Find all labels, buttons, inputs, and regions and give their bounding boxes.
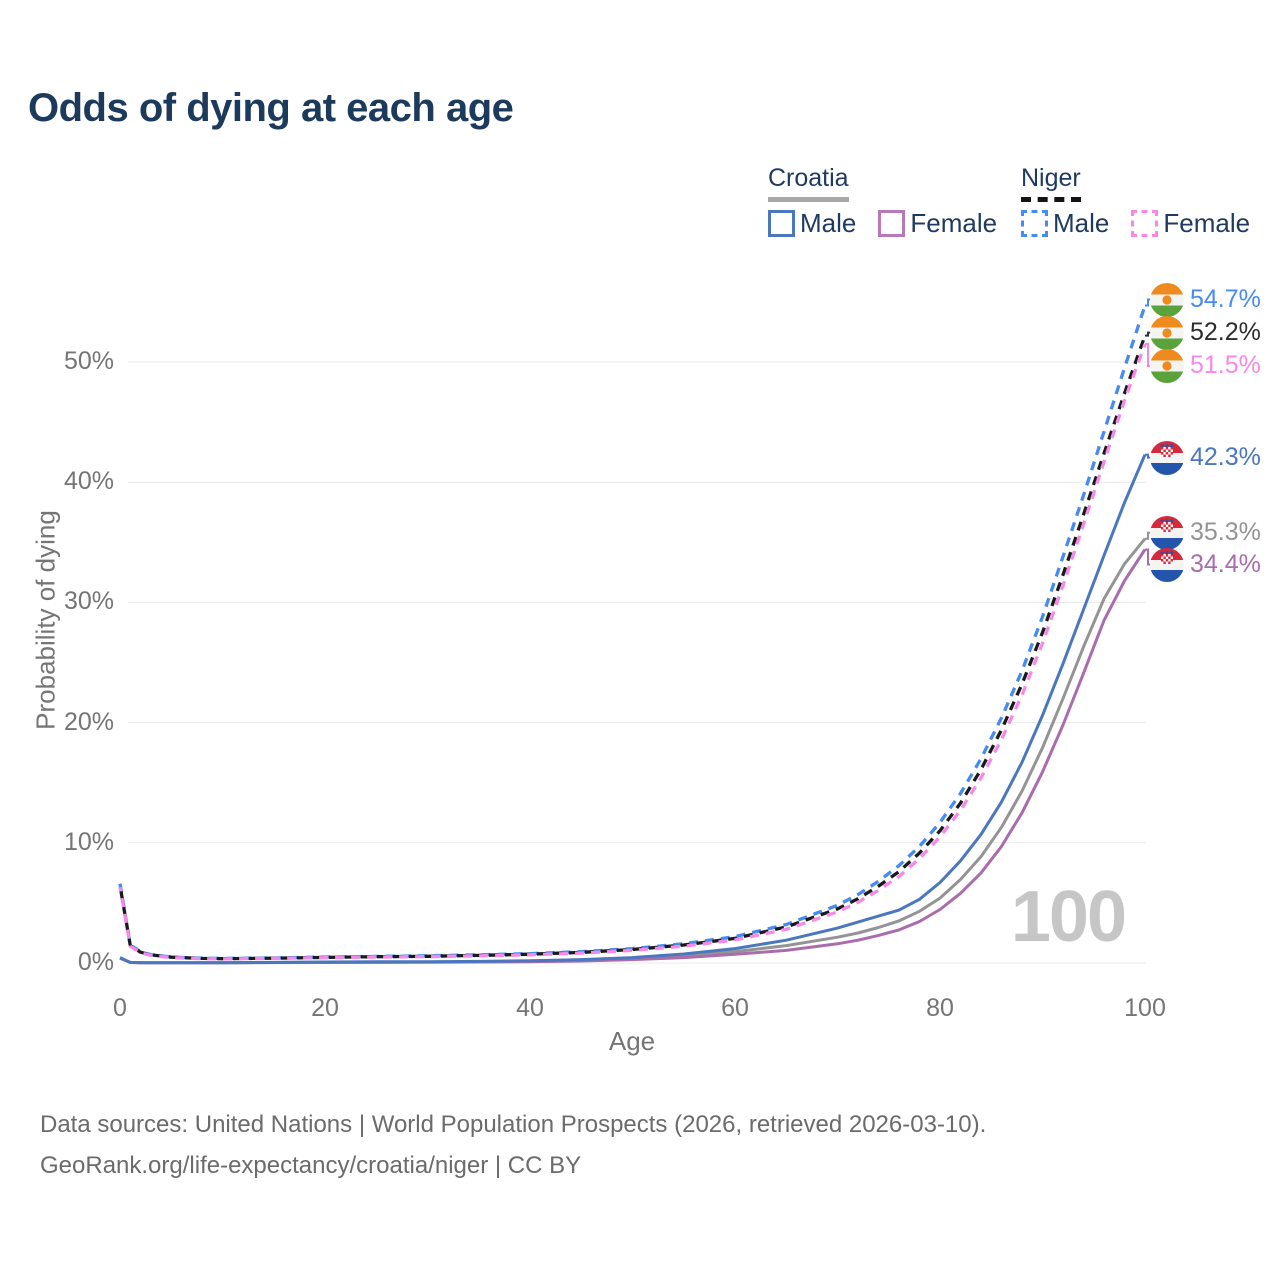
- legend-swatch: [1021, 210, 1048, 237]
- legend-item-niger-male[interactable]: Male: [1021, 208, 1109, 239]
- end-label-croatia: 35.3%: [1150, 515, 1261, 550]
- x-tick-40: 40: [516, 994, 544, 1022]
- legend-group-croatia: Croatia Male Female: [768, 164, 1019, 239]
- legend-country-label: Croatia: [768, 164, 849, 202]
- x-axis-title: Age: [608, 1026, 656, 1056]
- legend-item-croatia-female[interactable]: Female: [878, 208, 997, 239]
- legend-item-label: Female: [1163, 208, 1251, 238]
- legend-item-label: Female: [910, 208, 998, 238]
- end-label-niger: 52.2%: [1150, 315, 1261, 350]
- end-label-croatia-female: 34.4%: [1150, 547, 1261, 582]
- y-tick-40%: 40%: [63, 467, 114, 496]
- end-label-value: 54.7%: [1190, 285, 1261, 313]
- end-label-niger-male: 54.7%: [1150, 282, 1261, 317]
- y-tick-50%: 50%: [63, 347, 114, 375]
- niger-flag-icon: [1150, 282, 1184, 317]
- end-label-croatia-male: 42.3%: [1150, 440, 1261, 475]
- y-axis-title: Probability of dying: [30, 510, 61, 730]
- legend-item-label: Male: [1053, 208, 1110, 238]
- series-line-croatia-male: [119, 454, 1147, 965]
- legend-group-niger: Niger Male Female: [1021, 164, 1272, 239]
- footer-data-sources: Data sources: United Nations | World Pop…: [40, 1111, 987, 1138]
- end-label-value: 42.3%: [1190, 443, 1261, 472]
- series-line-croatia-female: [119, 548, 1147, 965]
- series-line-niger-female: [118, 343, 1147, 961]
- legend-item-niger-female[interactable]: Female: [1131, 208, 1250, 239]
- y-tick-30%: 30%: [63, 587, 114, 616]
- x-tick-100: 100: [1124, 994, 1166, 1022]
- y-tick-20%: 20%: [63, 707, 114, 736]
- end-label-value: 35.3%: [1190, 518, 1261, 547]
- end-label-value: 34.4%: [1190, 550, 1261, 578]
- legend-country-label: Niger: [1021, 164, 1081, 202]
- page-title: Odds of dying at each age: [28, 86, 514, 130]
- end-label-niger-female: 51.5%: [1150, 348, 1261, 383]
- hovered-age-watermark: 100: [1010, 877, 1127, 957]
- footer: Data sources: United Nations | World Pop…: [40, 1104, 986, 1186]
- end-label-value: 52.2%: [1190, 318, 1261, 347]
- x-tick-0: 0: [113, 994, 127, 1022]
- niger-flag-icon: [1150, 348, 1184, 383]
- legend-swatch: [1131, 210, 1159, 237]
- legend-swatch: [768, 210, 795, 237]
- y-tick-0%: 0%: [77, 948, 114, 976]
- croatia-flag-icon: [1150, 547, 1184, 582]
- x-tick-80: 80: [926, 994, 954, 1022]
- croatia-flag-icon: [1150, 440, 1184, 475]
- legend-item-croatia-male[interactable]: Male: [768, 208, 856, 239]
- y-tick-10%: 10%: [63, 827, 114, 856]
- end-label-value: 51.5%: [1190, 351, 1261, 380]
- series-line-niger: [118, 335, 1147, 961]
- x-tick-20: 20: [311, 994, 339, 1022]
- footer-attribution-link: GeoRank.org/life-expectancy/croatia/nige…: [40, 1152, 582, 1179]
- niger-flag-icon: [1150, 315, 1184, 350]
- croatia-flag-icon: [1150, 515, 1184, 550]
- legend-swatch: [878, 210, 906, 237]
- legend-item-label: Male: [800, 208, 857, 238]
- x-tick-60: 60: [721, 994, 749, 1022]
